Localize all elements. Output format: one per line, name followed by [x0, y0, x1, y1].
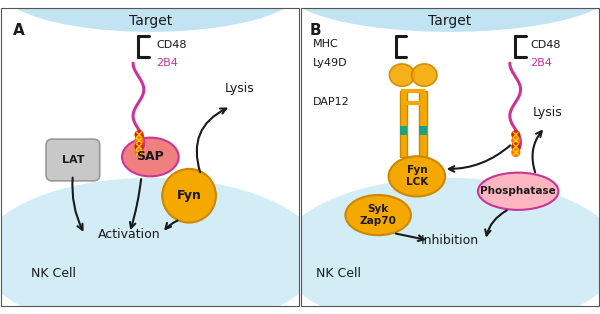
Ellipse shape	[478, 173, 559, 210]
Bar	[419, 91, 427, 157]
Text: B: B	[310, 23, 321, 38]
Text: Lysis: Lysis	[533, 106, 563, 119]
Text: CD48: CD48	[530, 40, 560, 50]
Bar	[400, 91, 407, 157]
Text: NK Cell: NK Cell	[316, 267, 361, 280]
Text: Inhibition: Inhibition	[421, 234, 479, 247]
Text: SAP: SAP	[136, 150, 164, 164]
Text: 2B4: 2B4	[530, 58, 552, 68]
Ellipse shape	[122, 138, 179, 176]
Ellipse shape	[389, 156, 445, 197]
Text: LCK: LCK	[406, 177, 428, 187]
Ellipse shape	[389, 64, 415, 86]
Text: Activation: Activation	[98, 228, 161, 241]
Text: Fyn: Fyn	[407, 165, 427, 176]
Ellipse shape	[0, 178, 322, 314]
Circle shape	[135, 131, 143, 138]
Circle shape	[162, 169, 216, 223]
Circle shape	[512, 131, 520, 138]
Bar	[400, 126, 407, 135]
Text: Zap70: Zap70	[360, 216, 397, 226]
Text: Target: Target	[129, 14, 172, 28]
Ellipse shape	[346, 195, 411, 235]
Text: 2B4: 2B4	[157, 58, 178, 68]
Text: DAP12: DAP12	[313, 97, 349, 107]
Text: A: A	[13, 23, 25, 38]
Circle shape	[512, 149, 520, 156]
Text: Syk: Syk	[368, 204, 389, 214]
Ellipse shape	[278, 178, 600, 314]
Text: LAT: LAT	[62, 155, 84, 165]
Text: Ly49D: Ly49D	[313, 58, 347, 68]
Circle shape	[135, 143, 143, 150]
Ellipse shape	[286, 0, 600, 32]
FancyBboxPatch shape	[46, 139, 100, 181]
Bar	[419, 126, 427, 135]
Text: NK Cell: NK Cell	[31, 267, 76, 280]
Text: Phosphatase: Phosphatase	[480, 186, 556, 196]
Text: Fyn: Fyn	[176, 189, 202, 202]
Ellipse shape	[412, 64, 437, 86]
Circle shape	[512, 143, 520, 150]
Circle shape	[135, 137, 143, 144]
Circle shape	[512, 137, 520, 144]
Text: Target: Target	[428, 14, 471, 28]
Circle shape	[135, 149, 143, 156]
Text: MHC: MHC	[313, 39, 338, 49]
Text: Lysis: Lysis	[225, 82, 254, 95]
Text: CD48: CD48	[157, 40, 187, 50]
Ellipse shape	[1, 0, 299, 32]
